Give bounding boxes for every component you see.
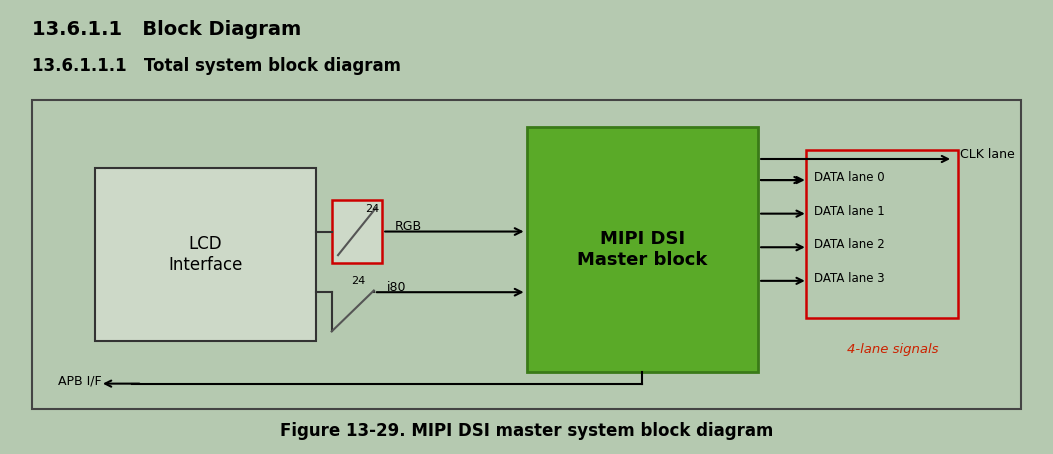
Text: APB I/F: APB I/F (58, 375, 101, 388)
Bar (95, 168, 316, 340)
Text: DATA lane 2: DATA lane 2 (814, 238, 885, 252)
Text: Figure 13-29. MIPI DSI master system block diagram: Figure 13-29. MIPI DSI master system blo… (280, 422, 773, 440)
Text: 24: 24 (364, 204, 379, 214)
Text: 13.6.1.1   Block Diagram: 13.6.1.1 Block Diagram (32, 20, 301, 39)
Text: CLK lane: CLK lane (960, 148, 1015, 161)
Bar (806, 150, 958, 318)
Text: 13.6.1.1.1   Total system block diagram: 13.6.1.1.1 Total system block diagram (32, 57, 400, 75)
Text: LCD
Interface: LCD Interface (168, 235, 242, 274)
Bar (332, 200, 382, 263)
Text: 24: 24 (351, 276, 365, 286)
Text: DATA lane 3: DATA lane 3 (814, 272, 885, 285)
Text: RGB: RGB (395, 221, 422, 233)
Text: DATA lane 0: DATA lane 0 (814, 171, 885, 184)
Text: MIPI DSI
Master block: MIPI DSI Master block (577, 230, 708, 269)
Text: 4-lane signals: 4-lane signals (847, 343, 938, 356)
Text: i80: i80 (386, 281, 406, 294)
Bar (526, 127, 758, 372)
Text: DATA lane 1: DATA lane 1 (814, 205, 885, 218)
Bar (32, 100, 1021, 409)
